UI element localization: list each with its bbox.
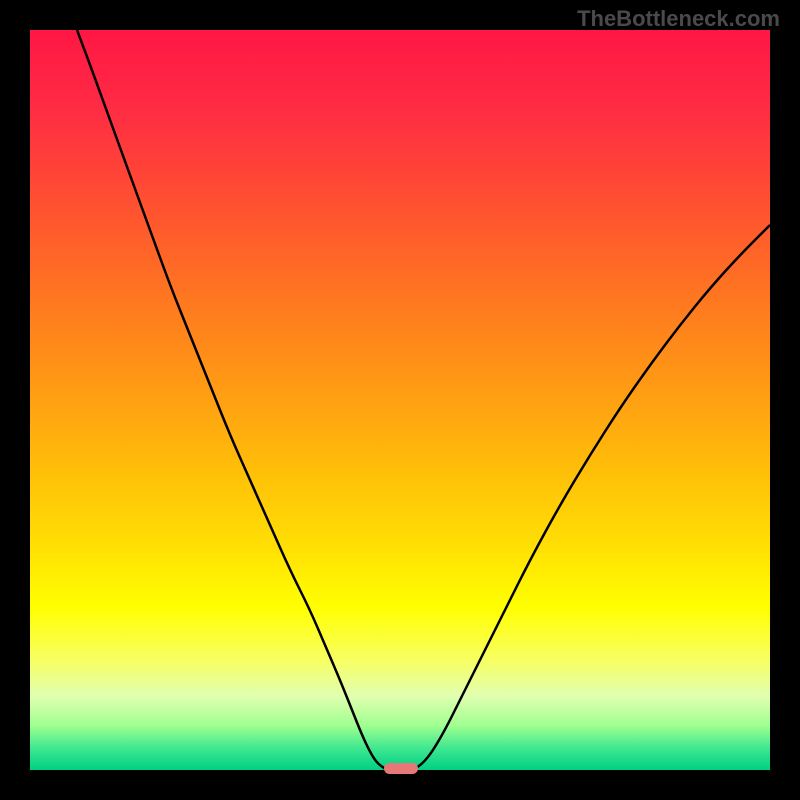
bottleneck-curve xyxy=(30,30,770,770)
plot-area xyxy=(30,30,770,770)
optimum-marker xyxy=(384,763,418,774)
watermark-text: TheBottleneck.com xyxy=(577,6,780,32)
